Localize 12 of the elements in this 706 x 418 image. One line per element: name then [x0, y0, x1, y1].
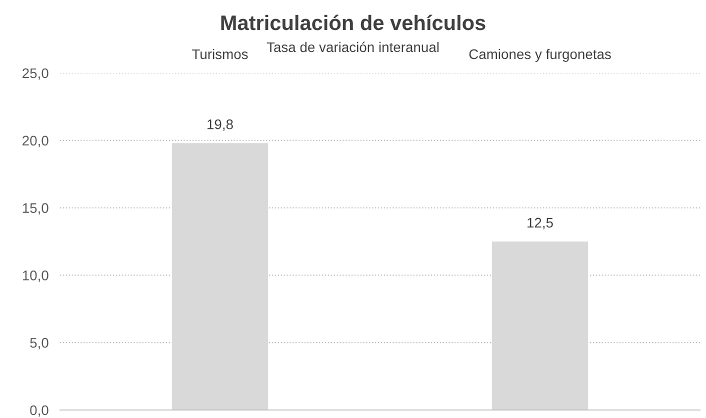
chart-title: Matriculación de vehículos	[221, 14, 486, 30]
y-tick-label: 5,0	[30, 338, 48, 350]
data-label: 12,5	[528, 218, 553, 230]
x-tick-label: Camiones y furgonetas	[469, 48, 611, 62]
y-tick-label: 15,0	[22, 203, 48, 215]
chart-subtitle: Tasa de variación interanual	[266, 42, 439, 52]
x-tick-label: Turismos	[192, 48, 248, 60]
data-label: 19,8	[208, 119, 233, 131]
y-tick-label: 20,0	[22, 136, 48, 148]
y-tick-label: 25,0	[22, 68, 48, 80]
y-tick-label: 0,0	[30, 405, 48, 417]
y-tick-label: 10,0	[22, 270, 48, 282]
